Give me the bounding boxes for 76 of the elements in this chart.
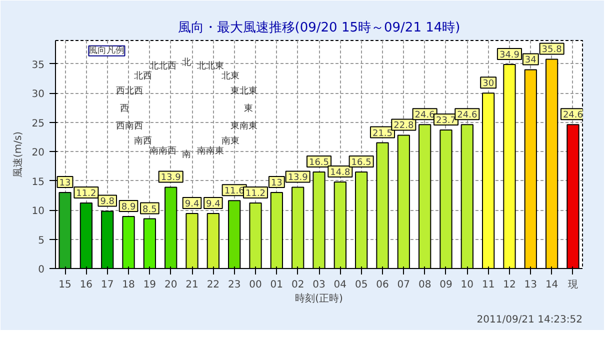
data-label: 8.5 [142, 204, 157, 215]
annotation: 西 [120, 104, 130, 114]
annotation: 南南東 [196, 145, 224, 156]
y-tick-label: 0 [38, 264, 45, 276]
annotation: 東北東 [230, 85, 258, 96]
y-tick-label: 30 [32, 89, 45, 100]
x-tick-label: 10 [460, 280, 474, 290]
annotation: 南南西 [149, 145, 176, 156]
text: 2011/09/21 14:23:52 [476, 314, 583, 326]
annotation: 北北西 [149, 60, 176, 72]
x-tick-label: 16 [80, 280, 93, 290]
x-tick-label: 現 [568, 280, 578, 290]
annotation: 北北東 [196, 60, 224, 72]
x-tick-label: 11 [482, 280, 495, 290]
annotation: 北西 [134, 70, 152, 82]
x-tick-label: 13 [524, 280, 538, 290]
data-label: 9.4 [184, 200, 200, 210]
data-label: 14.8 [330, 168, 350, 178]
annotation: 北東 [222, 70, 240, 82]
data-label: 13.9 [160, 173, 182, 184]
x-tick-label: 03 [312, 280, 326, 290]
x-tick-label: 23 [228, 280, 241, 290]
data-label: 23.7 [436, 116, 456, 126]
x-tick-label: 08 [418, 280, 432, 290]
y-tick-label: 15 [32, 176, 45, 188]
data-label: 34 [524, 56, 537, 66]
x-tick-label: 12 [503, 280, 516, 290]
x-tick-label: 09 [440, 280, 452, 290]
annotation: 東 [244, 102, 254, 114]
y-tick-label: 10 [32, 206, 45, 218]
data-label: 16.5 [351, 158, 372, 168]
data-label: 11.2 [245, 189, 266, 200]
annotation: 南西 [134, 135, 152, 146]
y-tick-label: 25 [32, 118, 45, 130]
x-tick-label: 18 [122, 280, 135, 290]
x-tick-label: 17 [100, 280, 114, 290]
x-tick-label: 05 [354, 280, 368, 290]
annotation: 南東 [222, 135, 240, 146]
annotation: 西北西 [116, 85, 143, 96]
x-axis-title: 時刻(正時) [295, 292, 343, 304]
y-tick-label: 20 [32, 148, 45, 159]
data-label: 21.5 [372, 128, 393, 139]
data-label: 13 [59, 178, 71, 188]
data-label: 34.9 [499, 50, 520, 60]
x-tick-label: 04 [334, 280, 347, 290]
data-label: 24.6 [457, 110, 478, 121]
x-tick-label: 14 [545, 280, 558, 290]
x-tick-label: 00 [249, 280, 262, 290]
chart-title: 風向・最大風速推移(09/20 15時～09/21 14時) [178, 20, 460, 36]
data-label: 13.9 [288, 173, 308, 184]
x-tick-label: 20 [164, 280, 178, 290]
y-tick-label: 35 [32, 60, 45, 71]
y-axis-title: 風速(m/s) [12, 131, 24, 178]
data-label: 9.4 [206, 200, 221, 210]
annotation: 南 [182, 148, 192, 160]
annotation: 東南東 [230, 120, 258, 132]
data-label: 9.8 [100, 197, 115, 208]
data-label: 22.8 [394, 121, 414, 132]
x-tick-label: 21 [186, 280, 198, 290]
x-tick-label: 07 [397, 280, 410, 290]
data-label: 30 [482, 79, 494, 90]
x-tick-label: 06 [376, 280, 389, 290]
x-tick-label: 22 [206, 280, 220, 290]
data-label: 8.9 [121, 202, 136, 212]
y-tick-label: 5 [38, 235, 45, 246]
x-tick-label: 15 [58, 280, 72, 290]
data-label: 24.6 [562, 110, 584, 121]
data-label: 13 [270, 178, 282, 188]
annotation: 西南西 [116, 120, 143, 132]
annotation: 北 [182, 56, 192, 68]
x-tick-label: 02 [291, 280, 304, 290]
data-label: 35.8 [542, 45, 562, 56]
x-tick-label: 19 [143, 280, 156, 290]
x-tick-label: 01 [270, 280, 284, 290]
data-label: 16.5 [308, 158, 330, 168]
data-label: 11.2 [76, 189, 96, 200]
